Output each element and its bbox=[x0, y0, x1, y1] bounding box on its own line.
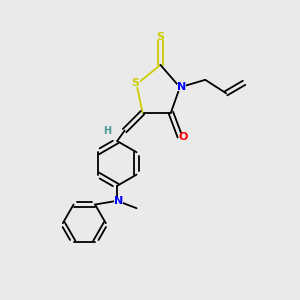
Text: N: N bbox=[177, 82, 186, 92]
Text: S: S bbox=[157, 32, 164, 41]
FancyBboxPatch shape bbox=[156, 33, 165, 40]
Text: O: O bbox=[178, 132, 188, 142]
FancyBboxPatch shape bbox=[179, 133, 187, 140]
FancyBboxPatch shape bbox=[130, 79, 140, 86]
FancyBboxPatch shape bbox=[177, 84, 185, 91]
Text: S: S bbox=[131, 78, 139, 88]
Text: H: H bbox=[103, 126, 111, 136]
FancyBboxPatch shape bbox=[115, 197, 123, 204]
Text: N: N bbox=[114, 196, 123, 206]
FancyBboxPatch shape bbox=[103, 127, 110, 134]
